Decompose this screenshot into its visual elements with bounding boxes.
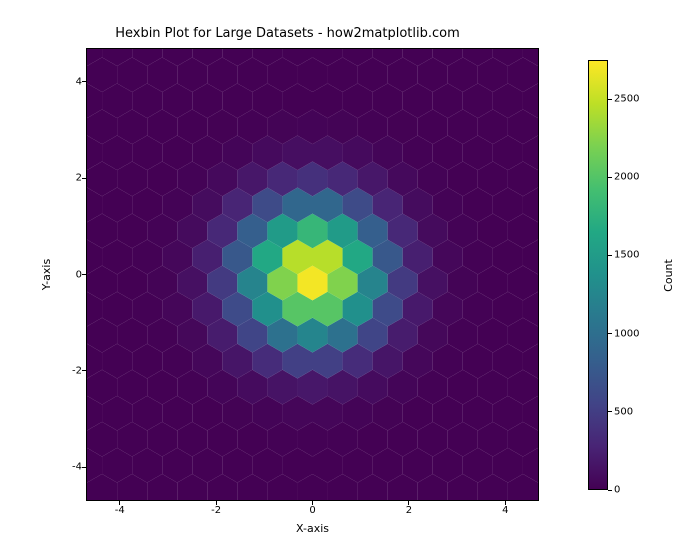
y-tick-label: 2 — [76, 173, 82, 184]
y-tick-label: 0 — [76, 269, 82, 280]
colorbar-tick-label: 1500 — [614, 250, 639, 261]
chart-title: Hexbin Plot for Large Datasets - how2mat… — [0, 26, 575, 41]
colorbar-tick-label: 0 — [614, 485, 620, 496]
colorbar-tick-label: 1000 — [614, 328, 639, 339]
y-tick-label: -4 — [72, 462, 82, 473]
colorbar-label: Count — [661, 60, 675, 490]
colorbar — [588, 60, 608, 490]
hexbin-plot-area — [86, 48, 539, 501]
x-tick-label: 4 — [502, 505, 508, 516]
x-tick-label: -4 — [115, 505, 125, 516]
colorbar-tick-label: 2500 — [614, 94, 639, 105]
y-tick-label: 4 — [76, 76, 82, 87]
hexbin-svg — [87, 49, 538, 500]
y-tick-label: -2 — [72, 365, 82, 376]
x-axis-label: X-axis — [86, 522, 539, 535]
x-tick-label: -2 — [211, 505, 221, 516]
colorbar-tick-label: 500 — [614, 406, 633, 417]
colorbar-tick-label: 2000 — [614, 172, 639, 183]
figure: Hexbin Plot for Large Datasets - how2mat… — [0, 0, 700, 560]
x-tick-label: 2 — [406, 505, 412, 516]
y-axis-label: Y-axis — [40, 48, 54, 501]
x-tick-label: 0 — [309, 505, 315, 516]
